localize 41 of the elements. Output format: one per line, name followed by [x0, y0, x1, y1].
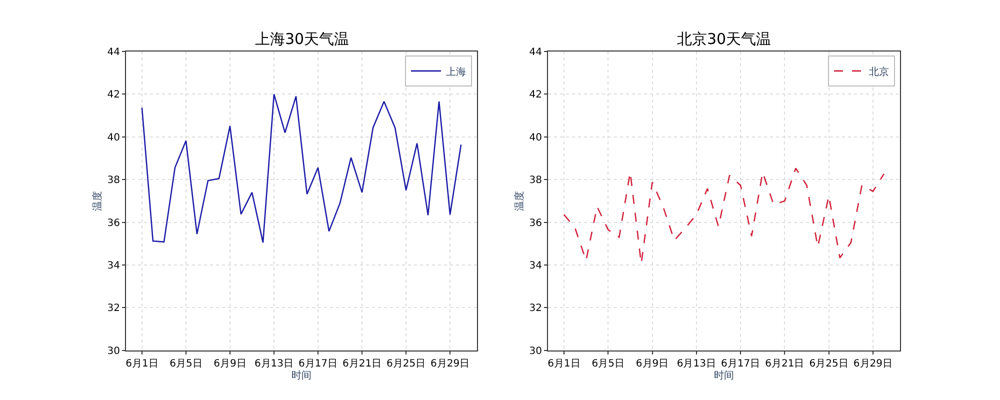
chart-title: 北京30天气温	[677, 30, 772, 48]
x-tick-label: 6月13日	[676, 358, 716, 370]
y-tick-label: 36	[529, 218, 542, 229]
y-tick-label: 40	[529, 132, 542, 144]
x-tick-label: 6月25日	[386, 358, 426, 370]
y-tick-label: 38	[107, 175, 120, 186]
x-axis-title: 时间	[292, 369, 312, 382]
legend-label: 北京	[869, 66, 889, 78]
y-tick-label: 42	[107, 90, 120, 101]
x-tick-label: 6月29日	[430, 358, 470, 370]
y-tick-label: 30	[529, 346, 542, 357]
y-tick-label: 34	[529, 260, 542, 272]
y-tick-label: 34	[107, 260, 120, 272]
y-tick-label: 32	[107, 303, 120, 314]
x-tick-label: 6月9日	[636, 358, 669, 370]
y-tick-label: 40	[107, 132, 120, 144]
x-tick-label: 6月21日	[765, 358, 804, 370]
x-tick-label: 6月17日	[721, 358, 760, 370]
x-tick-label: 6月17日	[298, 358, 338, 370]
chart-title: 上海30天气温	[255, 30, 350, 48]
x-axis-title: 时间	[714, 369, 734, 382]
x-tick-label: 6月5日	[592, 358, 625, 370]
x-tick-label: 6月9日	[214, 358, 246, 370]
y-axis-title: 温度	[91, 190, 104, 211]
x-tick-label: 6月1日	[126, 358, 158, 370]
legend-label: 上海	[446, 66, 466, 78]
x-tick-label: 6月1日	[548, 358, 580, 370]
y-tick-label: 36	[107, 218, 120, 229]
y-axis-title: 温度	[513, 190, 526, 211]
y-tick-label: 38	[529, 175, 542, 186]
y-tick-label: 30	[107, 346, 120, 357]
x-tick-label: 6月25日	[809, 358, 848, 370]
y-tick-label: 42	[529, 90, 542, 101]
y-tick-label: 44	[529, 47, 542, 58]
y-tick-label: 44	[107, 47, 120, 58]
x-tick-label: 6月21日	[342, 358, 382, 370]
x-tick-label: 6月5日	[170, 358, 202, 370]
line-series	[141, 94, 462, 244]
y-tick-label: 32	[529, 303, 542, 314]
x-tick-label: 6月29日	[853, 358, 893, 370]
x-tick-label: 6月13日	[254, 358, 294, 370]
